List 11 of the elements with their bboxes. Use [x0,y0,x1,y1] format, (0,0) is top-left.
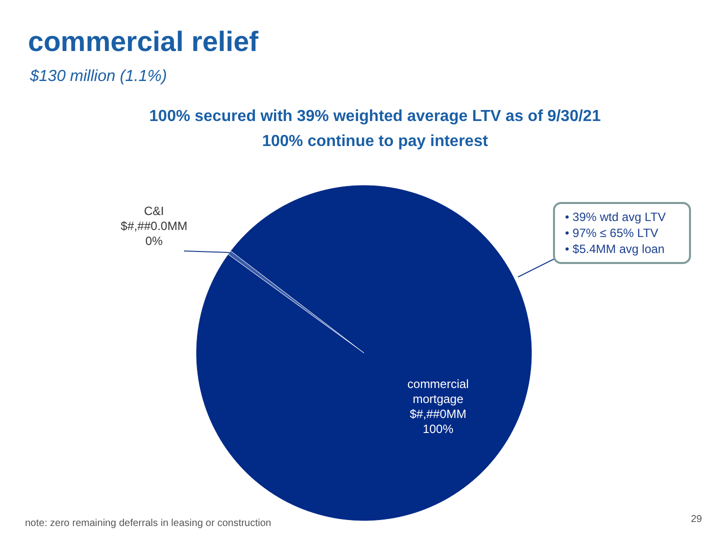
data-label: $#,##0.0MM 0% [120,219,188,248]
text: 100% secured with 39% weighted average LTV as of 9/30/21 [148,108,602,126]
slice-label: C&I [144,204,164,218]
chart-title: commercial relief [28,26,258,58]
callout-box: • 39% wtd avg LTV • 97% ≤ 65% LTV • $5.4MM avg loan [553,202,691,264]
slice-label: commercial mortgage [407,377,469,406]
text: note: zero remaining deferrals in leasing or construction [25,518,272,529]
text: 100% continue to pay interest [261,133,489,151]
data-label: $#,##0MM 100% [410,407,466,436]
chart-subtitle: $130 million (1.1%) [30,68,167,86]
text: 29 [690,514,702,525]
